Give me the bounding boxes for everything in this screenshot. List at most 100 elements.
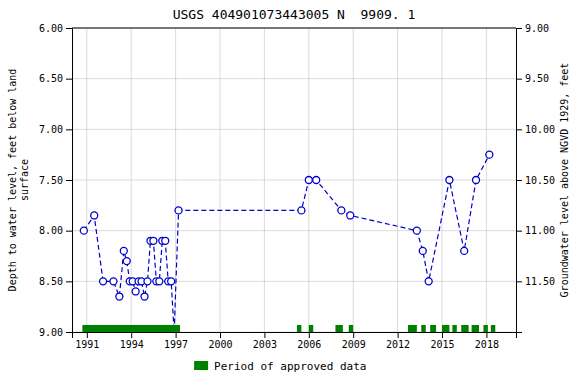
approved-bar <box>472 325 479 332</box>
tick: 8.50 <box>39 276 72 287</box>
tick-mark <box>66 129 72 130</box>
tick: 2018 <box>475 332 499 350</box>
approved-bar <box>442 325 449 332</box>
tick-label: 2009 <box>342 339 366 350</box>
point <box>419 247 426 254</box>
point <box>305 177 312 184</box>
point <box>175 207 182 214</box>
tick-mark <box>516 231 522 232</box>
approved-bar <box>408 325 417 332</box>
approved-bar <box>430 325 436 332</box>
tick: 7.00 <box>39 124 72 135</box>
tick: 2009 <box>342 332 366 350</box>
tick-mark <box>442 332 443 338</box>
point <box>413 227 420 234</box>
tick-mark <box>66 180 72 181</box>
tick-mark <box>516 79 522 80</box>
tick: 10.00 <box>516 124 555 135</box>
tick-label: 10.00 <box>525 124 555 135</box>
approved-bar <box>297 325 301 332</box>
grid-line-y <box>72 28 516 29</box>
approved-bar <box>483 325 487 332</box>
point <box>116 293 123 300</box>
y-axis-line <box>66 29 73 333</box>
tick: 2000 <box>208 332 232 350</box>
tick: 7.50 <box>39 175 72 186</box>
tick: 1997 <box>164 332 188 350</box>
tick-label: 9.00 <box>39 327 63 338</box>
point <box>144 278 151 285</box>
tick: 2006 <box>297 332 321 350</box>
tick-label: 11.00 <box>525 225 555 236</box>
tick-label: 1994 <box>120 339 144 350</box>
tick-mark <box>309 332 310 338</box>
point <box>347 212 354 219</box>
approved-bar <box>335 325 342 332</box>
point <box>156 278 163 285</box>
y-axis-title: Depth to water level, feet below landsur… <box>7 69 30 292</box>
tick: 11.00 <box>516 225 555 236</box>
tick-label: 1991 <box>75 339 99 350</box>
point <box>338 207 345 214</box>
x-axis: 1991 1994 1997 2000 2003 2006 2009 2012 2015 2018 <box>73 332 517 350</box>
tick-label: 1997 <box>164 339 188 350</box>
tick: 6.00 <box>39 23 72 34</box>
line <box>84 155 490 332</box>
tick-mark <box>66 79 72 80</box>
point <box>80 227 87 234</box>
tick: 9.00 <box>39 327 72 338</box>
point <box>446 177 453 184</box>
tick-mark <box>264 332 265 338</box>
tick-mark <box>176 332 177 338</box>
tick-label: 2015 <box>430 339 454 350</box>
chart: 1991 1994 1997 2000 2003 2006 2009 2012 2015 2018… <box>0 0 576 384</box>
frame <box>72 28 516 29</box>
point <box>132 288 139 295</box>
point <box>162 237 169 244</box>
tick-label: 6.50 <box>39 73 63 84</box>
tick-mark <box>220 332 221 338</box>
y2-axis-line <box>517 29 523 333</box>
tick-mark <box>66 231 72 232</box>
point <box>486 151 493 158</box>
point <box>298 207 305 214</box>
tick-label: 7.50 <box>39 175 63 186</box>
point <box>123 258 130 265</box>
tick: 9.00 <box>516 23 549 34</box>
tick: 6.50 <box>39 73 72 84</box>
tick: 2003 <box>253 332 277 350</box>
tick-mark <box>353 332 354 338</box>
tick-label: 7.00 <box>39 124 63 135</box>
point <box>91 212 98 219</box>
approved-bar <box>452 325 456 332</box>
approved-bar <box>349 325 353 332</box>
grid-line-y <box>72 78 516 79</box>
approved-bar <box>82 325 180 332</box>
x-axis-line <box>73 333 517 339</box>
approved-bar <box>309 325 313 332</box>
tick-label: 8.50 <box>39 276 63 287</box>
point <box>150 237 157 244</box>
plot-area <box>80 151 495 332</box>
tick-mark <box>516 180 522 181</box>
y-axis: 6.006.507.007.508.008.509.00 <box>39 23 73 338</box>
tick: 2012 <box>386 332 410 350</box>
grid-line-y <box>72 129 516 130</box>
point <box>473 177 480 184</box>
approved-bar <box>461 325 468 332</box>
point <box>120 247 127 254</box>
tick-mark <box>131 332 132 338</box>
tick: 2015 <box>430 332 454 350</box>
tick-label: 2003 <box>253 339 277 350</box>
tick: 10.50 <box>516 175 555 186</box>
approved-bar <box>421 325 425 332</box>
tick: 1994 <box>120 332 144 350</box>
tick-label: 2000 <box>208 339 232 350</box>
tick-label: 6.00 <box>39 23 63 34</box>
tick-mark <box>486 332 487 338</box>
point <box>100 278 107 285</box>
point <box>168 278 175 285</box>
approved-bar <box>491 325 495 332</box>
tick: 1991 <box>75 332 99 350</box>
point <box>110 278 117 285</box>
